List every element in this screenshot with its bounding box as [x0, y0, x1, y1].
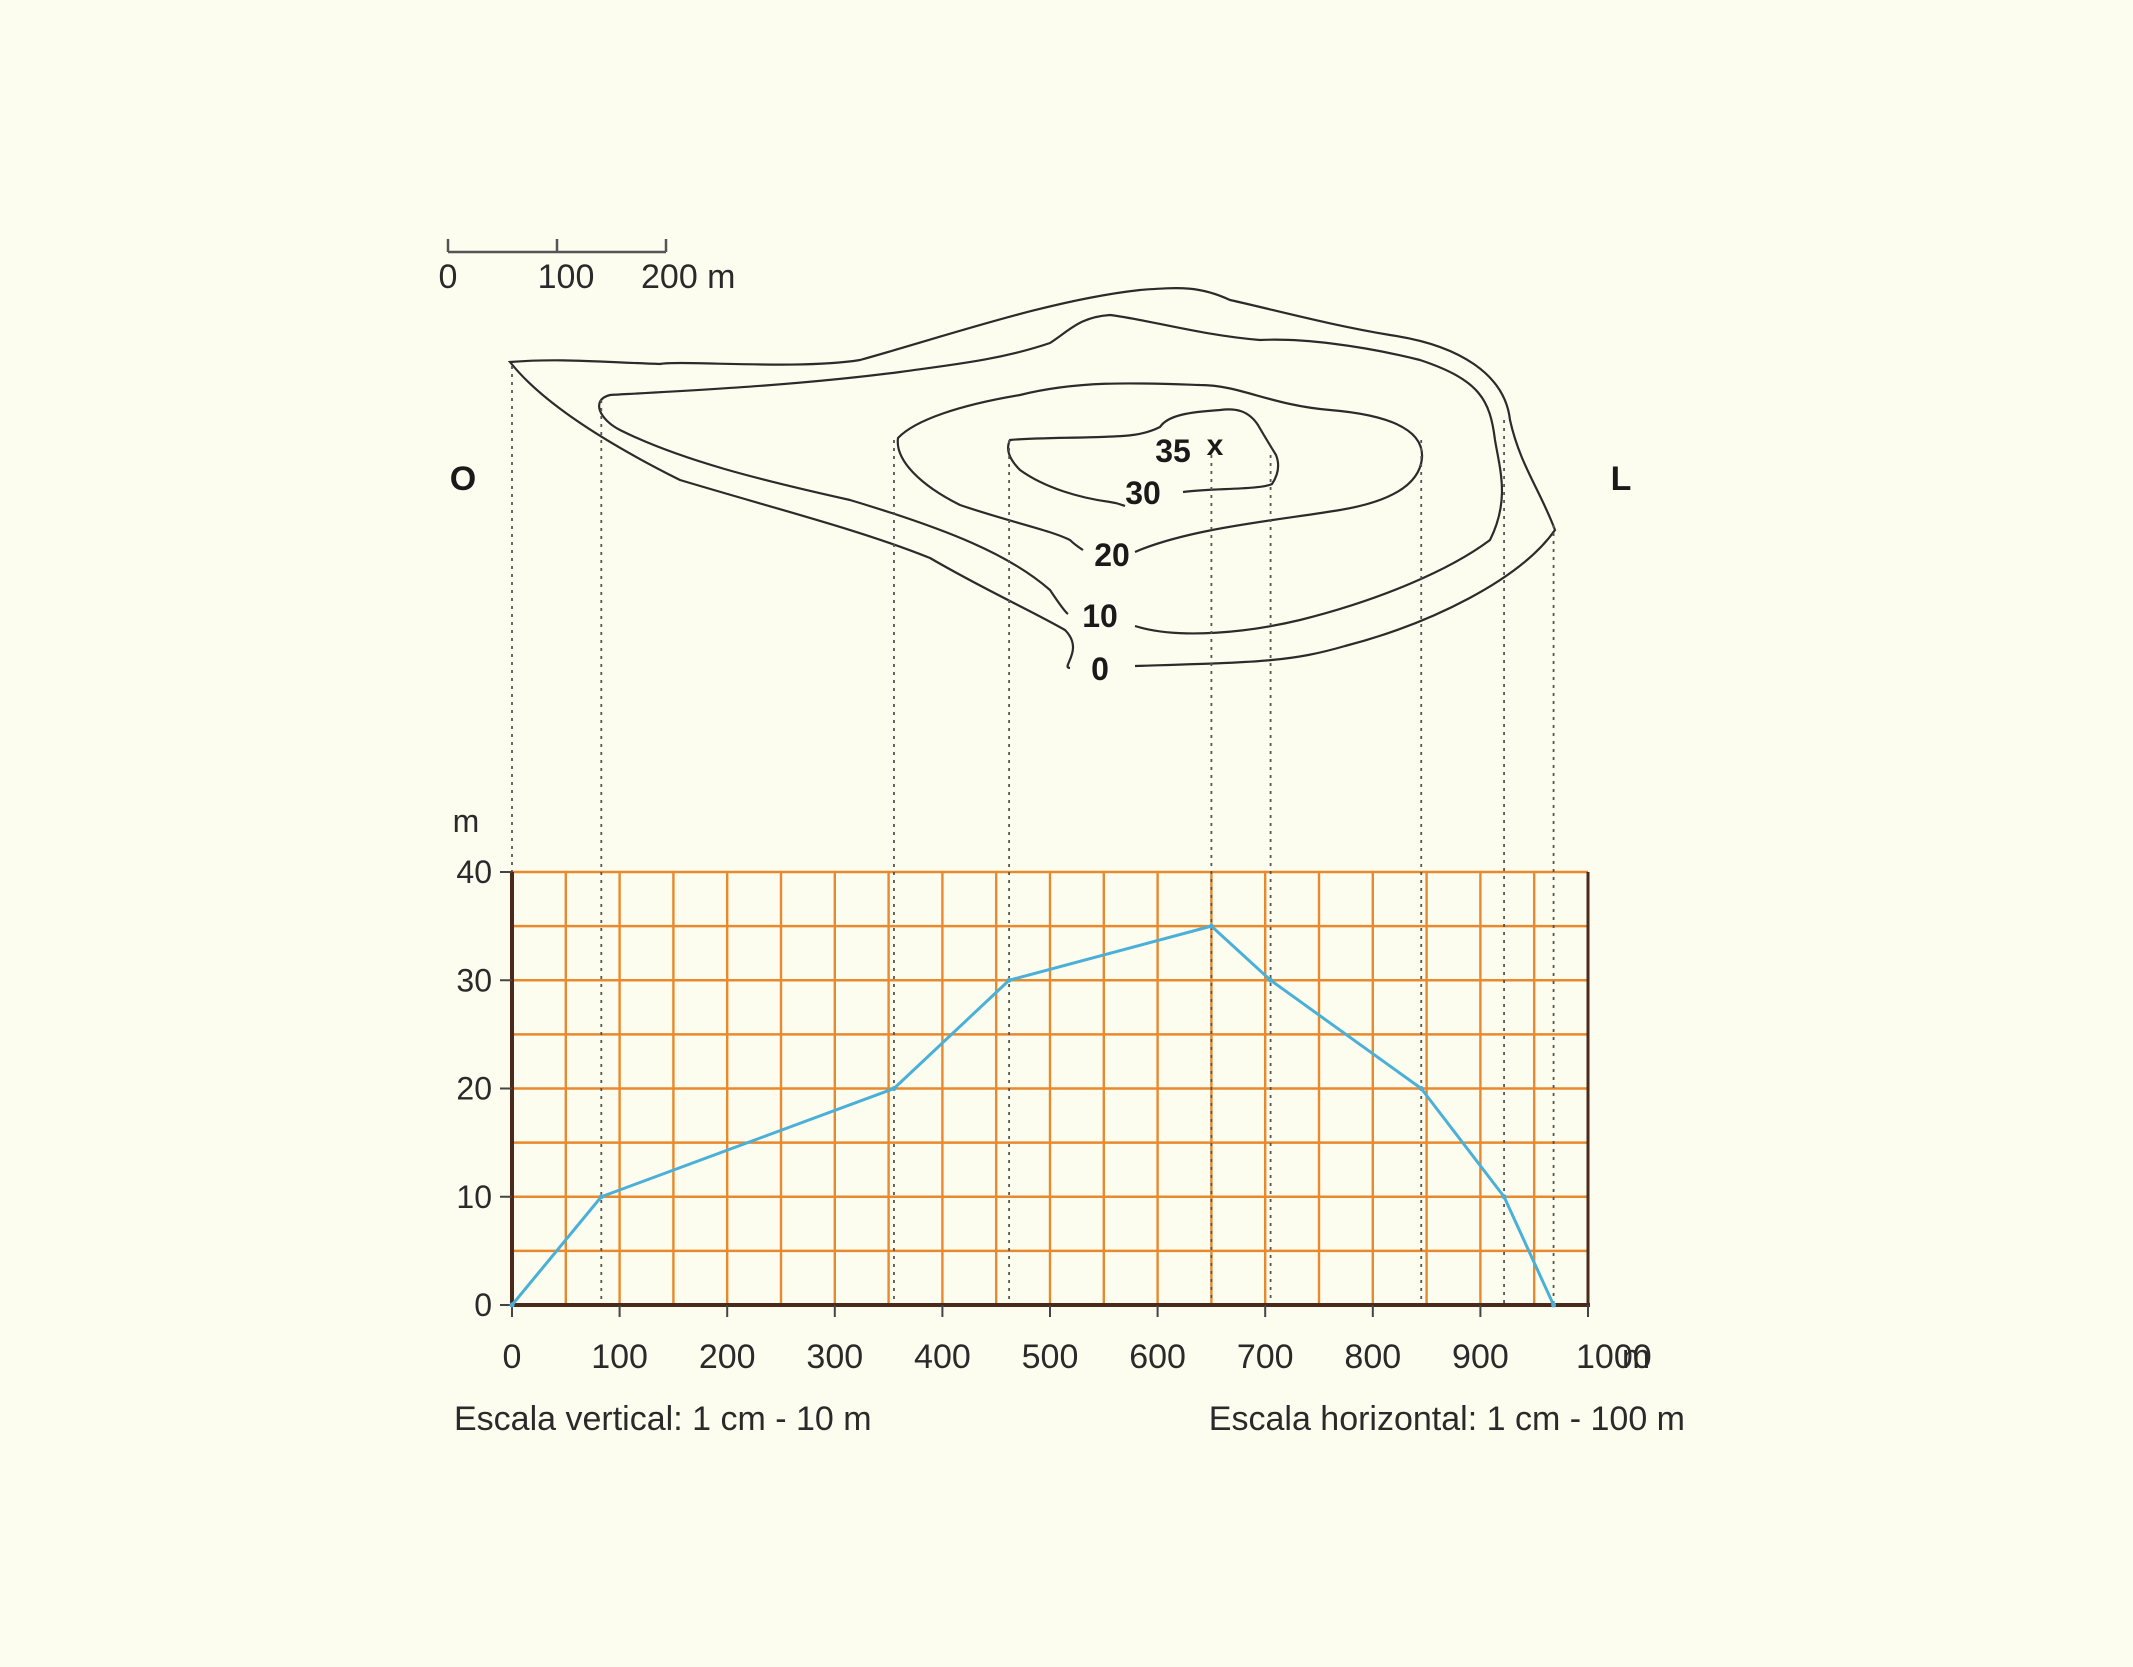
contour-label-30: 30	[1125, 475, 1161, 511]
x-axis-unit-label: m	[1622, 1338, 1650, 1376]
west-label: O	[450, 460, 476, 498]
profile-point	[1501, 1194, 1507, 1200]
profile-point	[1208, 923, 1214, 929]
profile-point	[509, 1302, 515, 1308]
y-tick-label: 20	[456, 1071, 492, 1107]
x-tick-label: 600	[1129, 1338, 1186, 1376]
contour-label-0: 0	[1091, 651, 1109, 687]
x-tick-label: 800	[1344, 1338, 1401, 1376]
x-tick-labels: 0 100 200 300 400 500 600 700 800 900 1000	[503, 1305, 1652, 1376]
summit-marker: x	[1207, 429, 1224, 462]
x-tick-label: 400	[914, 1338, 971, 1376]
x-tick-label: 300	[806, 1338, 863, 1376]
contour-line-20	[896, 382, 1424, 554]
x-tick-label: 1000	[1576, 1338, 1652, 1376]
scale-bar-tick-100: 100	[538, 258, 595, 296]
y-tick-label: 40	[456, 854, 492, 890]
contour-line-10	[598, 313, 1504, 635]
scale-bar-tick-0: 0	[439, 258, 458, 296]
east-label: L	[1611, 460, 1632, 498]
scale-bar: 0 100 200 m	[439, 239, 736, 296]
profile-line	[510, 924, 1555, 1306]
x-tick-label: 700	[1237, 1338, 1294, 1376]
horizontal-scale-caption: Escala horizontal: 1 cm - 100 m	[1209, 1400, 1685, 1438]
profile-point	[1418, 1086, 1424, 1091]
profile-grid	[510, 870, 1590, 1307]
contour-line-0	[507, 287, 1557, 670]
profile-series	[509, 923, 1557, 1308]
x-tick-label: 100	[591, 1338, 648, 1376]
y-tick-label: 10	[456, 1179, 492, 1215]
profile-point	[598, 1194, 604, 1200]
profile-point	[1551, 1302, 1557, 1308]
contour-label-10: 10	[1082, 598, 1118, 634]
profile-point	[1006, 977, 1012, 983]
vertical-scale-caption: Escala vertical: 1 cm - 10 m	[454, 1400, 872, 1438]
x-tick-label: 200	[699, 1338, 756, 1376]
contour-map	[507, 287, 1557, 670]
profile-point	[1268, 977, 1274, 983]
y-tick-label: 0	[474, 1287, 492, 1323]
y-tick-labels: 0 10 20 30 40	[456, 854, 512, 1323]
y-axis-unit-label: m	[453, 803, 480, 839]
summit-elevation-label: 35	[1155, 433, 1191, 469]
scale-bar-tick-200: 200 m	[641, 258, 736, 296]
projection-lines	[511, 366, 1555, 1305]
x-tick-label: 900	[1452, 1338, 1509, 1376]
profile-point	[891, 1086, 897, 1091]
contour-label-20: 20	[1094, 537, 1130, 573]
x-tick-label: 500	[1022, 1338, 1079, 1376]
y-tick-label: 30	[456, 962, 492, 998]
contour-line-30	[1006, 408, 1280, 508]
x-tick-label: 0	[503, 1338, 522, 1376]
